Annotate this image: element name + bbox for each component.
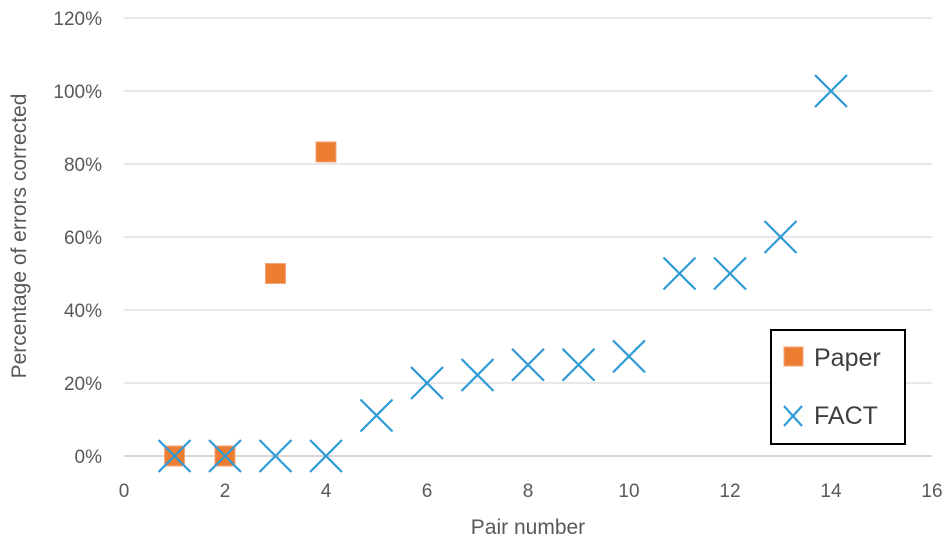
fact-point	[763, 220, 798, 254]
fact-point	[157, 439, 192, 473]
y-tick-label: 120%	[53, 9, 102, 30]
x-tick-label: 4	[321, 481, 332, 502]
x-tick-label: 16	[921, 481, 942, 502]
fact-point	[612, 339, 646, 374]
legend-fact-label: FACT	[814, 402, 878, 430]
x-tick-label: 0	[119, 481, 130, 502]
fact-point	[511, 347, 545, 382]
paper-point	[265, 263, 286, 284]
fact-point	[208, 439, 242, 473]
x-axis-title: Pair number	[471, 516, 585, 539]
y-axis-title: Percentage of errors corrected	[8, 94, 31, 379]
data-points	[157, 74, 848, 473]
y-axis-tick-labels: 0% 20% 40% 60% 80% 100% 120%	[53, 9, 102, 468]
y-tick-label: 80%	[64, 155, 102, 176]
legend-fact-marker	[783, 405, 803, 427]
gridlines	[124, 17, 932, 384]
x-tick-label: 6	[422, 481, 433, 502]
fact-point	[713, 256, 747, 291]
x-tick-label: 8	[523, 481, 534, 502]
fact-point	[359, 398, 394, 433]
y-tick-label: 100%	[53, 82, 102, 103]
fact-point	[561, 347, 596, 382]
x-tick-label: 12	[719, 481, 740, 502]
fact-point	[814, 74, 848, 108]
y-tick-label: 40%	[64, 301, 102, 322]
x-tick-label: 2	[220, 481, 231, 502]
legend: Paper FACT	[770, 329, 906, 445]
paper-point	[315, 141, 337, 163]
x-axis-tick-labels: 0 2 4 6 8 10 12 14 16	[119, 481, 943, 502]
legend-paper-label: Paper	[814, 344, 881, 372]
fact-point	[410, 366, 444, 400]
x-tick-label: 14	[820, 481, 842, 502]
y-tick-label: 20%	[64, 374, 102, 395]
y-tick-label: 60%	[64, 228, 102, 249]
fact-point	[258, 439, 293, 473]
fact-point	[309, 439, 343, 473]
x-tick-label: 10	[618, 481, 639, 502]
legend-paper-marker	[783, 346, 804, 367]
fact-point	[460, 358, 495, 392]
y-tick-label: 0%	[75, 447, 103, 468]
fact-point	[662, 256, 697, 291]
